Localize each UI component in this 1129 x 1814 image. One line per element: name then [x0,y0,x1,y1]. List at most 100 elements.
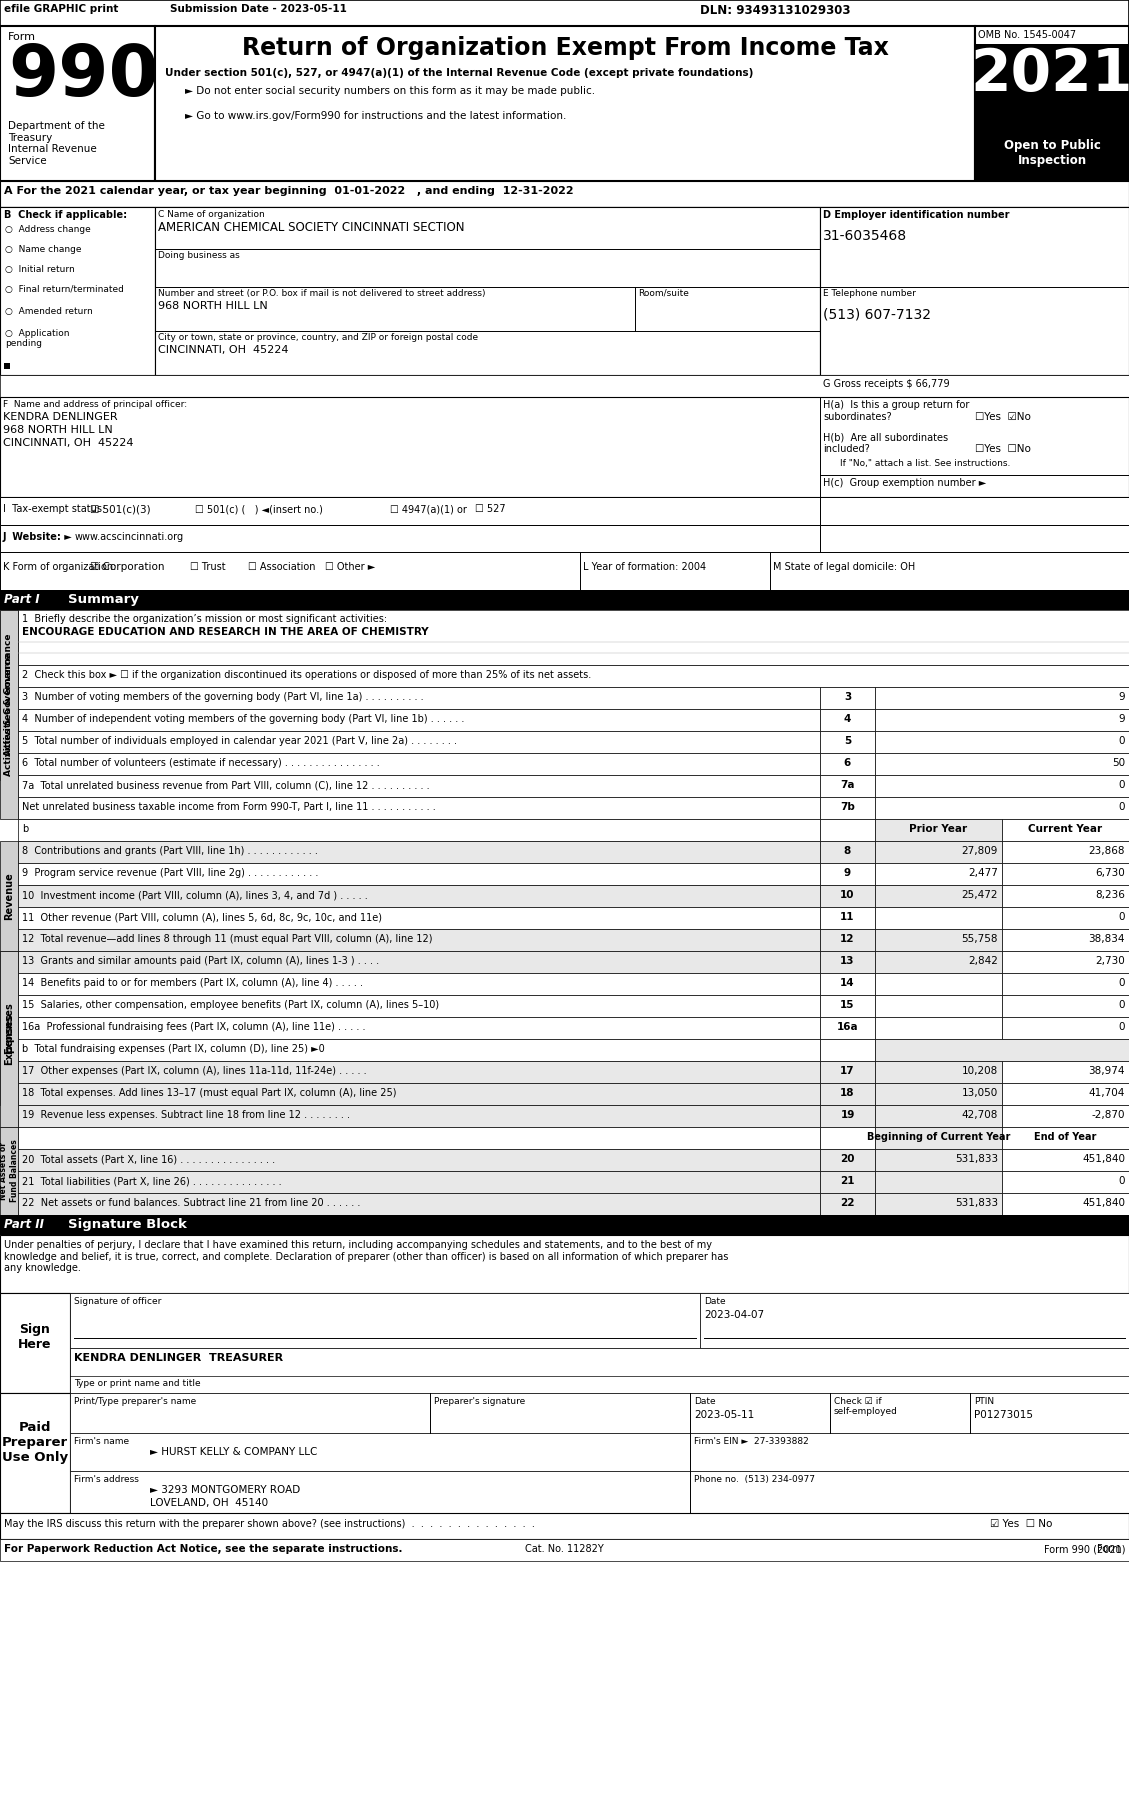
Text: Activities & Governance: Activities & Governance [5,653,14,776]
Bar [18,1039,820,1061]
Bar [820,1172,875,1194]
Text: 7a  Total unrelated business revenue from Part VIII, column (C), line 12 . . . .: 7a Total unrelated business revenue from… [21,780,430,791]
Text: L Year of formation: 2004: L Year of formation: 2004 [583,562,706,571]
Text: Activities & Governance: Activities & Governance [5,633,14,756]
Bar [820,1148,875,1172]
Text: 4  Number of independent voting members of the governing body (Part VI, line 1b): 4 Number of independent voting members o… [21,715,464,724]
Bar [18,863,820,885]
Text: 21: 21 [840,1175,855,1186]
Text: ► 3293 MONTGOMERY ROAD: ► 3293 MONTGOMERY ROAD [150,1486,300,1495]
Bar [1003,842,1129,863]
Text: Room/suite: Room/suite [638,288,689,297]
Bar [18,951,820,972]
Text: 2,730: 2,730 [1095,956,1124,967]
Text: 19  Revenue less expenses. Subtract line 18 from line 12 . . . . . . . .: 19 Revenue less expenses. Subtract line … [21,1110,350,1119]
Bar [18,818,820,842]
Text: Under section 501(c), 527, or 4947(a)(1) of the Internal Revenue Code (except pr: Under section 501(c), 527, or 4947(a)(1)… [165,67,753,78]
Bar [0,1235,1129,1293]
Bar [18,1126,820,1148]
Bar [975,44,1129,136]
Text: E Telephone number: E Telephone number [823,288,916,297]
Bar [18,688,820,709]
Bar [1003,1148,1129,1172]
Text: 451,840: 451,840 [1082,1154,1124,1165]
Text: 18: 18 [840,1088,855,1097]
Text: AMERICAN CHEMICAL SOCIETY CINCINNATI SECTION: AMERICAN CHEMICAL SOCIETY CINCINNATI SEC… [158,221,464,234]
Bar [18,972,820,996]
Bar [5,363,10,368]
Bar [820,972,875,996]
Bar [155,207,820,375]
Text: Net Assets or
Fund Balances: Net Assets or Fund Balances [0,1139,19,1203]
Text: ► Go to www.irs.gov/Form990 for instructions and the latest information.: ► Go to www.irs.gov/Form990 for instruct… [185,111,567,122]
Text: Type or print name and title: Type or print name and title [75,1379,201,1388]
Bar [0,610,18,818]
Text: Return of Organization Exempt From Income Tax: Return of Organization Exempt From Incom… [242,36,889,60]
Bar [875,709,1129,731]
Text: Phone no.  (513) 234-0977: Phone no. (513) 234-0977 [694,1475,815,1484]
Bar [70,1433,1129,1471]
Bar [820,818,875,842]
Bar [875,1172,1003,1194]
Text: ☑ Yes  ☐ No: ☑ Yes ☐ No [990,1518,1052,1529]
Bar [1003,996,1129,1018]
Bar [820,1126,875,1148]
Bar [875,775,1129,796]
Bar [0,1293,70,1393]
Bar [975,25,1129,181]
Bar [820,207,1129,375]
Bar [875,907,1003,929]
Bar [1003,907,1129,929]
Text: H(a)  Is this a group return for: H(a) Is this a group return for [823,401,970,410]
Text: 8  Contributions and grants (Part VIII, line 1h) . . . . . . . . . . . .: 8 Contributions and grants (Part VIII, l… [21,845,318,856]
Text: Open to Public
Inspection: Open to Public Inspection [1004,140,1101,167]
Text: B  Check if applicable:: B Check if applicable: [5,210,128,219]
Bar [18,996,820,1018]
Text: Beginning of Current Year: Beginning of Current Year [867,1132,1010,1143]
Bar [875,842,1003,863]
Text: Date: Date [694,1397,716,1406]
Text: 3  Number of voting members of the governing body (Part VI, line 1a) . . . . . .: 3 Number of voting members of the govern… [21,691,423,702]
Bar [0,1513,1129,1538]
Text: 9: 9 [844,869,851,878]
Text: 0: 0 [1119,1175,1124,1186]
Text: ☐ Association: ☐ Association [248,562,315,571]
Text: 20: 20 [840,1154,855,1165]
Text: C Name of organization: C Name of organization [158,210,264,219]
Text: -2,870: -2,870 [1092,1110,1124,1119]
Bar [820,1105,875,1126]
Text: 5: 5 [843,736,851,746]
Text: 0: 0 [1119,1000,1124,1010]
Bar [0,375,1129,397]
Text: 22  Net assets or fund balances. Subtract line 21 from line 20 . . . . . .: 22 Net assets or fund balances. Subtract… [21,1197,360,1208]
Text: ○  Initial return: ○ Initial return [5,265,75,274]
Text: 22: 22 [840,1197,855,1208]
Bar [0,25,155,181]
Bar [820,796,875,818]
Text: 15: 15 [840,1000,855,1010]
Text: www.acscincinnati.org: www.acscincinnati.org [75,532,184,542]
Bar [18,1083,820,1105]
Text: 14: 14 [840,978,855,989]
Bar [875,1083,1003,1105]
Text: Expenses: Expenses [5,1014,14,1065]
Bar [875,731,1129,753]
Text: 531,833: 531,833 [955,1197,998,1208]
Text: 6  Total number of volunteers (estimate if necessary) . . . . . . . . . . . . . : 6 Total number of volunteers (estimate i… [21,758,379,767]
Bar [820,907,875,929]
Text: OMB No. 1545-0047: OMB No. 1545-0047 [978,31,1076,40]
Text: Firm's address: Firm's address [75,1475,139,1484]
Text: CINCINNATI, OH  45224: CINCINNATI, OH 45224 [158,345,289,356]
Text: ○  Final return/terminated: ○ Final return/terminated [5,285,124,294]
Text: City or town, state or province, country, and ZIP or foreign postal code: City or town, state or province, country… [158,334,478,343]
Bar [1003,972,1129,996]
Bar [875,688,1129,709]
Bar [875,796,1129,818]
Text: ☑ 501(c)(3): ☑ 501(c)(3) [90,504,150,513]
Bar [18,775,820,796]
Text: 38,974: 38,974 [1088,1067,1124,1076]
Bar [820,775,875,796]
Bar [18,731,820,753]
Text: D Employer identification number: D Employer identification number [823,210,1009,219]
Text: 18  Total expenses. Add lines 13–17 (must equal Part IX, column (A), line 25): 18 Total expenses. Add lines 13–17 (must… [21,1088,396,1097]
